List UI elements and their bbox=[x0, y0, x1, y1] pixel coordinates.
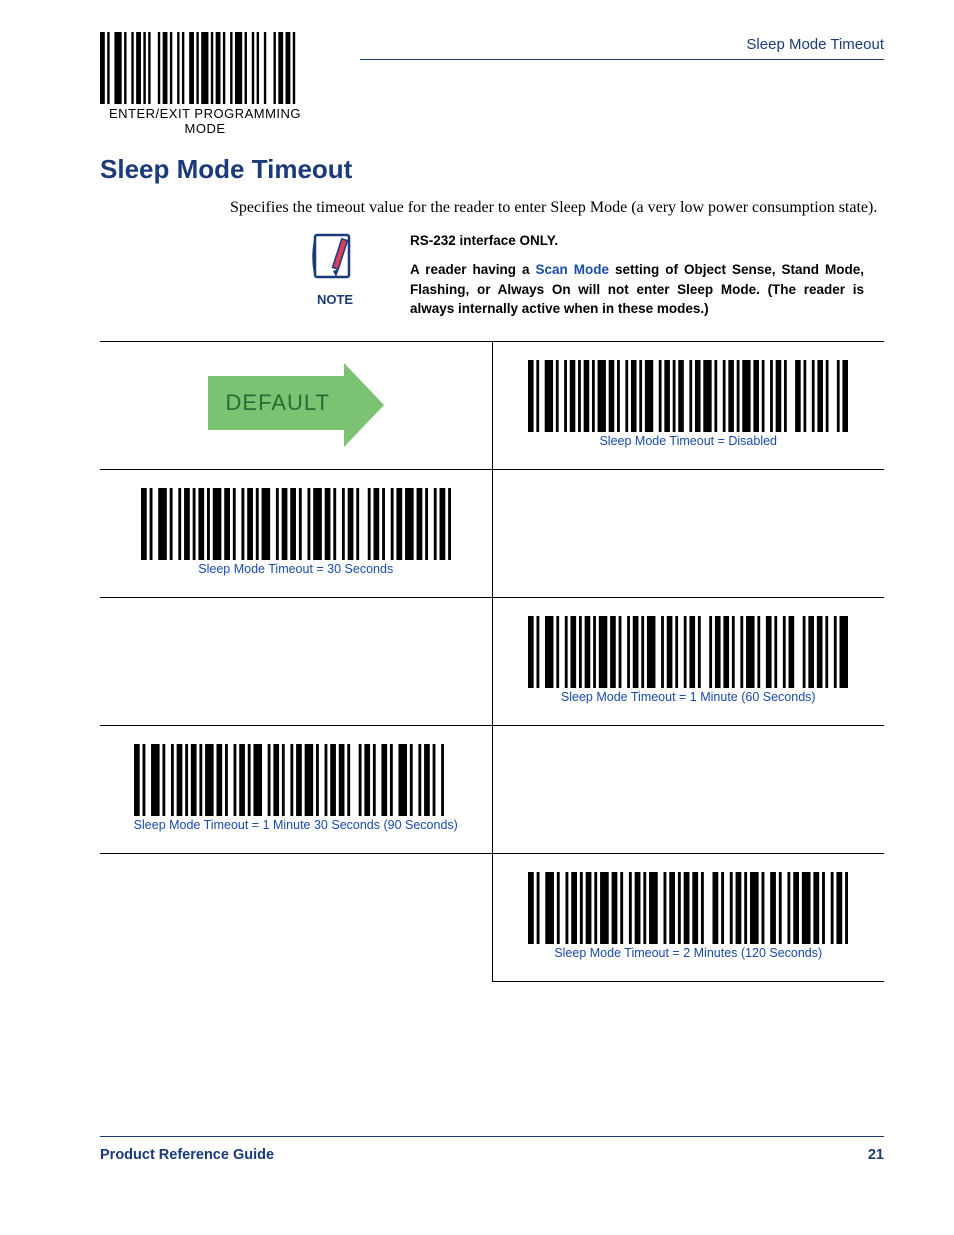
cell-opt-1: Sleep Mode Timeout = 30 Seconds bbox=[100, 469, 492, 597]
note-icon bbox=[309, 231, 361, 283]
section-title: Sleep Mode Timeout bbox=[100, 154, 884, 185]
note-line2a: A reader having a bbox=[410, 262, 536, 277]
label-opt-2: Sleep Mode Timeout = 1 Minute (60 Second… bbox=[528, 690, 848, 704]
enter-exit-caption: ENTER/EXIT PROGRAMMING MODE bbox=[100, 106, 310, 136]
footer-page: 21 bbox=[868, 1147, 884, 1163]
footer-left: Product Reference Guide bbox=[100, 1147, 274, 1163]
cell-opt-0: Sleep Mode Timeout = Disabled bbox=[492, 341, 884, 469]
note-block: NOTE RS-232 interface ONLY. A reader hav… bbox=[300, 231, 884, 319]
barcode-disabled bbox=[528, 360, 848, 432]
barcode-2min bbox=[528, 872, 848, 944]
enter-exit-barcode bbox=[100, 32, 300, 104]
cell-opt-3: Sleep Mode Timeout = 1 Minute 30 Seconds… bbox=[100, 725, 492, 853]
section-body: Specifies the timeout value for the read… bbox=[230, 197, 884, 219]
enter-exit-barcode-block: ENTER/EXIT PROGRAMMING MODE bbox=[100, 32, 310, 136]
barcode-1min bbox=[528, 616, 848, 688]
note-label: NOTE bbox=[300, 292, 370, 307]
note-text: RS-232 interface ONLY. A reader having a… bbox=[410, 231, 884, 319]
label-opt-3: Sleep Mode Timeout = 1 Minute 30 Seconds… bbox=[134, 818, 458, 832]
cell-opt-4: Sleep Mode Timeout = 2 Minutes (120 Seco… bbox=[492, 853, 884, 981]
scan-mode-link[interactable]: Scan Mode bbox=[536, 262, 610, 277]
label-opt-4: Sleep Mode Timeout = 2 Minutes (120 Seco… bbox=[528, 946, 848, 960]
cell-empty-2 bbox=[100, 597, 492, 725]
running-header: Sleep Mode Timeout bbox=[746, 36, 884, 53]
barcode-30s bbox=[141, 488, 451, 560]
cell-empty-3 bbox=[492, 725, 884, 853]
label-opt-0: Sleep Mode Timeout = Disabled bbox=[528, 434, 848, 448]
label-opt-1: Sleep Mode Timeout = 30 Seconds bbox=[141, 562, 451, 576]
cell-default: DEFAULT bbox=[100, 341, 492, 469]
cell-empty-1 bbox=[492, 469, 884, 597]
cell-empty-4 bbox=[100, 853, 492, 981]
note-line1: RS-232 interface ONLY. bbox=[410, 231, 864, 251]
options-table: DEFAULT Sleep Mode Timeout = Disabled Sl… bbox=[100, 341, 884, 982]
default-arrow-label: DEFAULT bbox=[208, 376, 348, 430]
note-line2: A reader having a Scan Mode setting of O… bbox=[410, 260, 864, 319]
cell-opt-2: Sleep Mode Timeout = 1 Minute (60 Second… bbox=[492, 597, 884, 725]
barcode-90s bbox=[134, 744, 444, 816]
page-footer: Product Reference Guide 21 bbox=[100, 1136, 884, 1163]
default-arrow: DEFAULT bbox=[208, 363, 384, 447]
